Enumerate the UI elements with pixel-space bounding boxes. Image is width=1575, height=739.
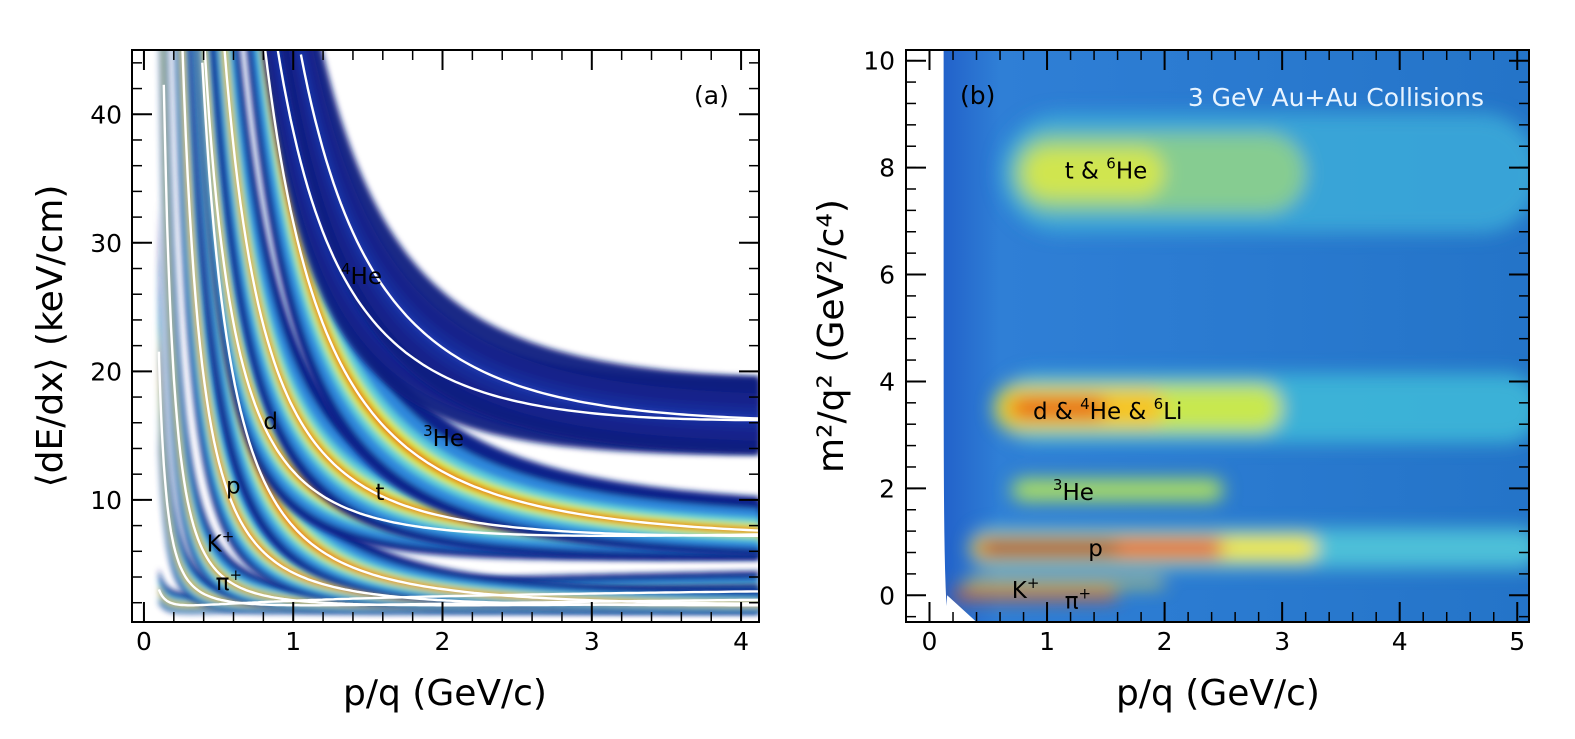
panel-b-xlabel: p/q (GeV/c): [1116, 673, 1320, 714]
b-xtick-label: 5: [1509, 627, 1525, 656]
a-annotation-9: 7Li: [490, 106, 522, 137]
expected-curve-a-9: [299, 54, 759, 420]
panel-a: 0 1 2 3 4 10 20 30 40 π+ K+ p d t 3He 4He 6He 6Li 7Li (a)…: [30, 49, 760, 714]
panel-b-ylabel: m²/q² (GeV²/c⁴): [811, 199, 852, 473]
a-xtick-label: 0: [136, 627, 152, 656]
expected-curve-a-5: [203, 50, 759, 537]
b-xtick-label: 1: [1039, 627, 1055, 656]
a-annotation-3: d: [263, 409, 278, 435]
a-xtick-label: 2: [435, 627, 451, 656]
a-ytick-label: 30: [90, 229, 122, 258]
b-ytick-label: 6: [879, 261, 895, 290]
expected-curve-a-6: [223, 50, 759, 537]
panel-a-curves: [157, 50, 759, 607]
a-annotation-1: K+: [207, 527, 235, 557]
panel-a-ylabel: ⟨dE/dx⟩ (keV/cm): [30, 185, 71, 488]
b-xtick-label: 2: [1157, 627, 1173, 656]
panel-b-annotations: π+ K+ p 3He t & 6He d & 4He & 6Li: [1012, 154, 1183, 614]
a-annotation-2: p: [226, 473, 241, 499]
panel-a-label: (a): [694, 81, 729, 110]
b-ytick-label: 4: [879, 367, 895, 396]
a-xtick-label: 1: [285, 627, 301, 656]
a-xtick-label: 4: [733, 627, 749, 656]
b-annotation-1: K+: [1012, 574, 1040, 604]
a-ytick-label: 10: [90, 486, 122, 515]
panel-b-label: (b): [960, 81, 995, 110]
band-a-2: [159, 50, 759, 614]
panel-a-bands: [158, 50, 759, 622]
expected-curve-a-0: [157, 589, 759, 607]
panel-a-annotations: π+ K+ p d t 3He 4He 6He 6Li 7Li: [207, 106, 542, 596]
b-annotation-0: π+: [1065, 585, 1091, 615]
a-annotation-8: 6Li: [510, 162, 542, 193]
expected-curve-a-8: [276, 50, 759, 422]
b-xtick-label: 3: [1274, 627, 1290, 656]
a-ytick-label: 20: [90, 357, 122, 386]
panel-b-bands: [953, 112, 1529, 600]
b-annotation-5: d & 4He & 6Li: [1033, 395, 1183, 425]
b-ytick-label: 2: [879, 474, 895, 503]
panel-b-empty-region: [906, 50, 977, 622]
a-ytick-label: 40: [90, 100, 122, 129]
panel-b-title: 3 GeV Au+Au Collisions: [1188, 83, 1484, 112]
expected-curve-a-7: [263, 50, 759, 532]
b-annotation-4: t & 6He: [1065, 154, 1148, 184]
a-annotation-5: 3He: [423, 422, 464, 452]
a-annotation-0: π+: [216, 566, 242, 596]
panel-a-ticks: 0 1 2 3 4 10 20 30 40: [90, 50, 759, 656]
b-annotation-2: p: [1088, 536, 1103, 562]
band-a-7: [246, 50, 759, 556]
expected-curve-a-3: [181, 50, 759, 607]
b-annotation-3: 3He: [1053, 476, 1094, 506]
a-annotation-4: t: [375, 480, 384, 506]
expected-curve-a-4: [201, 62, 759, 606]
panel-a-frame: [131, 49, 760, 623]
panel-b: 0 1 2 3 4 5 0 2 4 6 8 10 π+ K+ p 3He t & 6He d & 4He & 6…: [811, 47, 1530, 714]
b-ytick-label: 0: [879, 581, 895, 610]
b-ytick-label: 8: [879, 154, 895, 183]
band-a-9: [281, 50, 759, 454]
a-xtick-label: 3: [584, 627, 600, 656]
b-xtick-label: 0: [922, 627, 938, 656]
b-xtick-label: 4: [1392, 627, 1408, 656]
a-annotation-6: 4He: [341, 260, 382, 290]
panel-b-ticks: 0 1 2 3 4 5 0 2 4 6 8 10: [863, 47, 1529, 656]
a-annotation-7: 6He: [428, 247, 474, 278]
panel-a-xlabel: p/q (GeV/c): [343, 673, 547, 714]
panel-b-frame: [905, 49, 1530, 623]
b-ytick-label: 10: [863, 47, 895, 76]
